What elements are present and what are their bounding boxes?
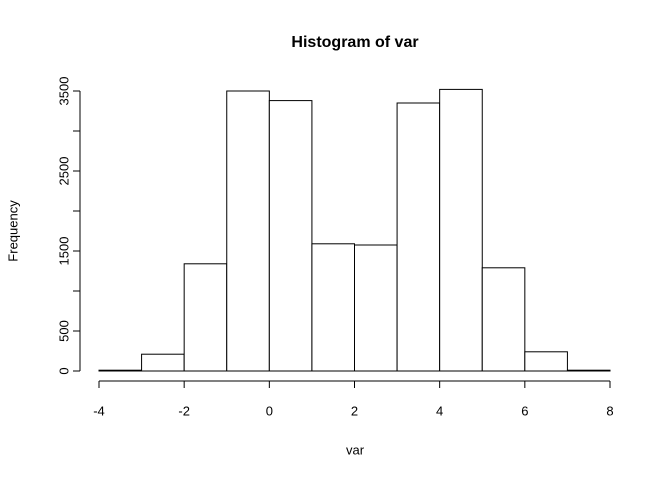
x-tick-label: -4: [93, 403, 105, 418]
bar: [141, 353, 185, 372]
bar: [268, 100, 313, 372]
x-tick-label: -2: [178, 403, 190, 418]
y-tick-label: 0: [56, 367, 71, 374]
y-tick-label: 1500: [56, 237, 71, 266]
y-axis-label: Frequency: [5, 200, 20, 262]
bar: [226, 90, 270, 372]
bar: [183, 263, 228, 372]
y-tick-label: 3500: [56, 77, 71, 106]
x-tick-label: 2: [351, 403, 358, 418]
x-tick-label: 6: [521, 403, 528, 418]
y-tick-label: 500: [56, 320, 71, 342]
x-tick-label: 4: [436, 403, 443, 418]
x-axis-label: var: [346, 442, 365, 457]
bar: [311, 243, 355, 372]
bar: [439, 88, 483, 372]
x-tick-label: 0: [266, 403, 273, 418]
bar: [396, 102, 441, 372]
x-tick-label: 8: [606, 403, 613, 418]
bar: [98, 369, 143, 372]
bar: [566, 369, 611, 372]
bar: [524, 351, 568, 372]
y-tick-label: 2500: [56, 157, 71, 186]
chart-title: Histogram of var: [291, 34, 418, 51]
bar: [354, 244, 398, 372]
bar: [481, 267, 526, 372]
